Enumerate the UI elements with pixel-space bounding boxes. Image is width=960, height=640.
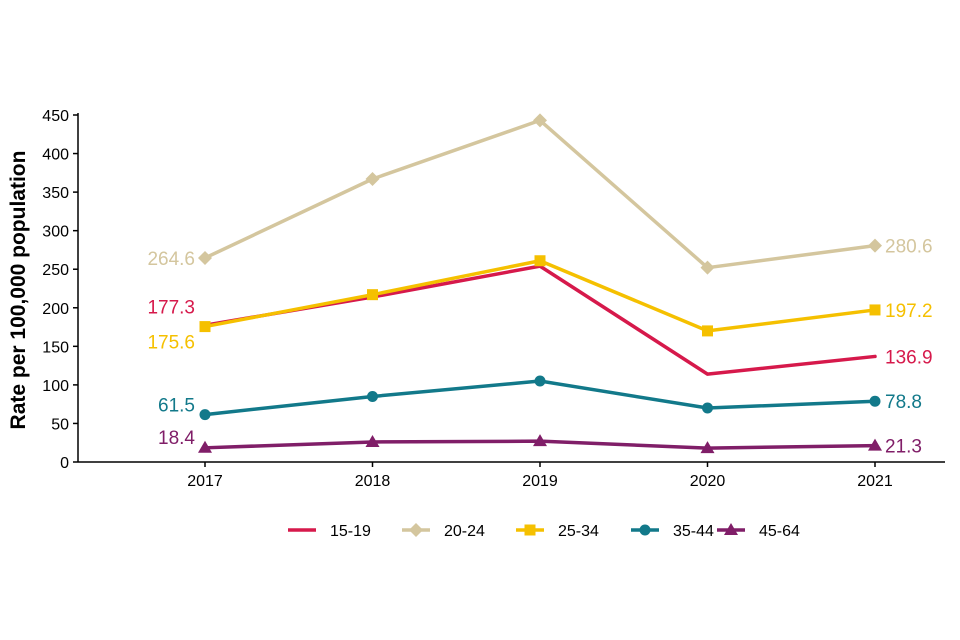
y-tick-label: 200 bbox=[42, 301, 69, 318]
data-label-45-64: 18.4 bbox=[158, 428, 195, 449]
data-point-45-64 bbox=[365, 434, 380, 447]
legend: 15-19 20-24 25-34 35-44 45-64 bbox=[288, 523, 800, 540]
data-point-25-34 bbox=[534, 255, 546, 267]
data-label-25-34: 175.6 bbox=[147, 333, 195, 354]
data-label-45-64: 21.3 bbox=[885, 437, 922, 458]
data-point-20-24 bbox=[365, 172, 380, 187]
legend-marker bbox=[409, 523, 423, 537]
data-label-35-44: 78.8 bbox=[885, 392, 922, 413]
legend-label: 25-34 bbox=[558, 523, 599, 540]
data-point-20-24 bbox=[868, 238, 882, 253]
legend-label: 15-19 bbox=[330, 523, 371, 540]
x-tick-label: 2018 bbox=[355, 473, 391, 490]
series-line-15-19 bbox=[203, 264, 877, 376]
series-markers bbox=[198, 113, 882, 454]
data-point-35-44 bbox=[199, 409, 211, 421]
y-axis: 0 50 100 150 200 250 300 350 400 450 bbox=[42, 108, 79, 472]
x-axis: 2017 2018 2019 2020 2021 bbox=[78, 461, 945, 490]
data-labels: 264.6 280.6 177.3 136.9 175.6 197.2 61.5 78.8 18… bbox=[147, 237, 932, 458]
legend-item-20-24: 20-24 bbox=[402, 523, 485, 540]
legend-item-25-34: 25-34 bbox=[516, 523, 599, 540]
y-tick-label: 0 bbox=[60, 455, 69, 472]
data-label-20-24: 280.6 bbox=[885, 237, 933, 258]
legend-marker bbox=[724, 523, 738, 535]
y-tick-label: 50 bbox=[51, 416, 69, 433]
series-lines bbox=[203, 118, 877, 450]
data-point-35-44 bbox=[367, 390, 378, 402]
data-point-45-64 bbox=[533, 434, 547, 447]
data-point-45-64 bbox=[198, 440, 212, 453]
y-tick-label: 100 bbox=[42, 378, 69, 395]
y-axis-title: Rate per 100,000 population bbox=[7, 151, 30, 430]
data-label-20-24: 264.6 bbox=[147, 249, 195, 270]
x-tick-label: 2017 bbox=[187, 473, 223, 490]
data-point-25-34 bbox=[869, 304, 881, 316]
data-point-25-34 bbox=[367, 289, 378, 301]
data-point-35-44 bbox=[702, 402, 713, 414]
y-tick-label: 350 bbox=[42, 185, 69, 202]
y-tick-label: 150 bbox=[42, 339, 69, 356]
x-tick-label: 2019 bbox=[522, 473, 558, 490]
legend-marker bbox=[639, 524, 651, 536]
y-tick-label: 300 bbox=[42, 224, 69, 241]
data-label-15-19: 177.3 bbox=[147, 297, 195, 318]
data-point-35-44 bbox=[534, 375, 546, 387]
data-label-15-19: 136.9 bbox=[885, 347, 933, 368]
data-point-20-24 bbox=[533, 113, 547, 128]
legend-marker bbox=[524, 524, 536, 536]
data-label-35-44: 61.5 bbox=[158, 396, 195, 417]
legend-label: 20-24 bbox=[444, 523, 485, 540]
data-label-25-34: 197.2 bbox=[885, 301, 933, 322]
data-point-25-34 bbox=[199, 321, 211, 333]
legend-label: 45-64 bbox=[759, 523, 800, 540]
legend-item-45-64: 45-64 bbox=[717, 523, 800, 540]
y-tick-label: 450 bbox=[42, 108, 69, 125]
data-point-45-64 bbox=[700, 441, 715, 454]
x-tick-label: 2021 bbox=[857, 473, 893, 490]
series-line-20-24 bbox=[203, 118, 877, 270]
data-point-25-34 bbox=[702, 325, 713, 337]
data-point-45-64 bbox=[868, 438, 882, 451]
legend-item-15-19: 15-19 bbox=[288, 523, 371, 540]
data-point-35-44 bbox=[869, 395, 881, 407]
x-tick-label: 2020 bbox=[690, 473, 726, 490]
data-point-20-24 bbox=[198, 250, 212, 265]
series-line-25-34 bbox=[203, 258, 877, 333]
data-point-20-24 bbox=[700, 260, 715, 275]
y-tick-label: 250 bbox=[42, 262, 69, 279]
y-tick-label: 400 bbox=[42, 147, 69, 164]
legend-label: 35-44 bbox=[673, 523, 714, 540]
legend-item-35-44: 35-44 bbox=[631, 523, 714, 540]
